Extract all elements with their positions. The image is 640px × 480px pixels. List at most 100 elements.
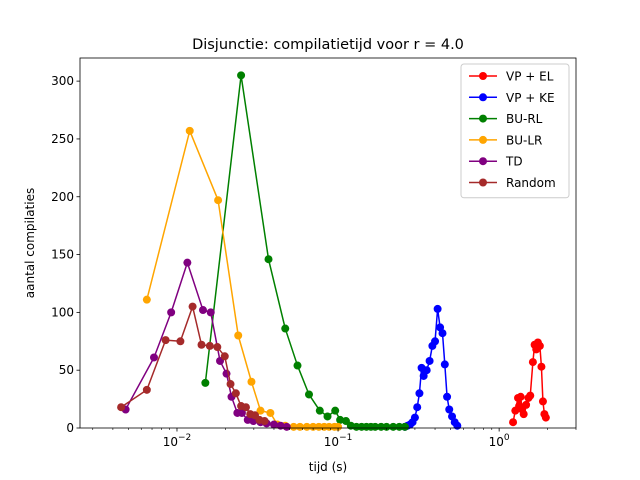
data-point (334, 422, 343, 431)
data-point (201, 378, 210, 387)
plot-frame (79, 57, 577, 429)
data-point (309, 422, 318, 431)
data-point (519, 410, 528, 419)
legend-label: BU-RL (506, 112, 543, 126)
y-axis-label: aantal compilaties (23, 188, 37, 298)
legend-entry: BU-LR (469, 133, 542, 147)
legend-label: BU-LR (506, 133, 542, 147)
data-point (433, 304, 442, 313)
x-axis: 10−2 10−1 100 (92, 428, 577, 449)
x-tick-label: 10−1 (324, 433, 353, 449)
x-tick-label: 100 (489, 433, 510, 449)
legend-entry: BU-RL (469, 112, 543, 126)
data-point (382, 422, 391, 431)
data-point (389, 422, 398, 431)
chart-title: Disjunctie: compilatietijd voor r = 4.0 (192, 37, 464, 53)
series-random (117, 302, 269, 426)
data-point (231, 389, 240, 398)
data-point (304, 390, 313, 399)
y-tick-label: 100 (51, 305, 74, 319)
data-point (537, 362, 546, 371)
data-point (161, 336, 170, 345)
data-point (295, 422, 304, 431)
data-point (281, 324, 290, 333)
x-tick-base: 10 (489, 435, 504, 449)
x-tick-exponent: −1 (339, 433, 352, 443)
data-point (237, 71, 246, 80)
data-point (188, 302, 197, 311)
y-tick-label: 50 (59, 363, 74, 377)
data-point (241, 403, 250, 412)
data-point (538, 397, 547, 406)
data-point (323, 412, 332, 421)
data-point (183, 258, 192, 267)
x-axis-label: tijd (s) (309, 460, 347, 474)
legend-label: Random (506, 176, 556, 190)
data-point (453, 421, 462, 430)
data-point (302, 422, 311, 431)
data-point (117, 403, 126, 412)
data-point (331, 406, 340, 415)
data-point (431, 337, 440, 346)
data-point (400, 422, 409, 431)
data-point (413, 403, 422, 412)
data-point (425, 356, 434, 365)
data-point (395, 422, 404, 431)
data-point (266, 408, 275, 417)
data-point (214, 196, 223, 205)
data-point (260, 417, 269, 426)
legend-entry: VP + KE (469, 91, 555, 105)
data-point (264, 255, 273, 264)
data-point (237, 408, 246, 417)
legend-marker (479, 135, 487, 144)
data-point (509, 418, 518, 427)
legend-marker (479, 93, 487, 102)
data-point (371, 422, 380, 431)
data-point (535, 341, 544, 350)
data-point (443, 392, 452, 401)
data-point (226, 380, 235, 389)
data-point (220, 352, 229, 361)
legend-marker (479, 72, 487, 80)
data-point (293, 361, 302, 370)
data-point (445, 405, 454, 414)
data-point (541, 413, 550, 422)
legend-entry: VP + EL (469, 70, 554, 84)
legend-entry: TD (469, 155, 523, 169)
x-tick-label: 10−2 (163, 433, 192, 449)
legend-marker (479, 114, 487, 123)
data-point (167, 308, 176, 317)
data-point (289, 422, 298, 431)
data-point (150, 353, 158, 362)
data-point (142, 295, 151, 304)
data-point (440, 360, 449, 369)
data-point (438, 329, 447, 338)
data-point (522, 400, 531, 409)
legend: VP + EL VP + KE BU-RL BU-LR TD Random (460, 63, 570, 199)
legend-label: TD (505, 155, 523, 169)
series-bu-lr (142, 126, 343, 431)
data-point (526, 391, 535, 400)
data-point (422, 366, 431, 375)
data-point (528, 358, 537, 367)
legend-label: VP + KE (506, 91, 555, 105)
data-point (234, 331, 243, 340)
data-point (198, 306, 207, 315)
y-tick-label: 150 (51, 248, 74, 262)
data-point (410, 413, 419, 422)
legend-entry: Random (469, 176, 556, 190)
data-point (247, 377, 256, 386)
data-point (282, 422, 291, 431)
x-tick-exponent: −2 (178, 433, 191, 443)
x-tick-base: 10 (163, 435, 178, 449)
legend-marker (479, 157, 487, 166)
series-vp-el (509, 338, 550, 427)
data-point (213, 343, 222, 352)
y-tick-label: 200 (51, 190, 74, 204)
series-layer (117, 71, 550, 431)
x-tick-exponent: 0 (504, 433, 510, 443)
data-point (415, 389, 424, 398)
y-tick-label: 0 (66, 421, 74, 435)
data-point (256, 406, 265, 415)
